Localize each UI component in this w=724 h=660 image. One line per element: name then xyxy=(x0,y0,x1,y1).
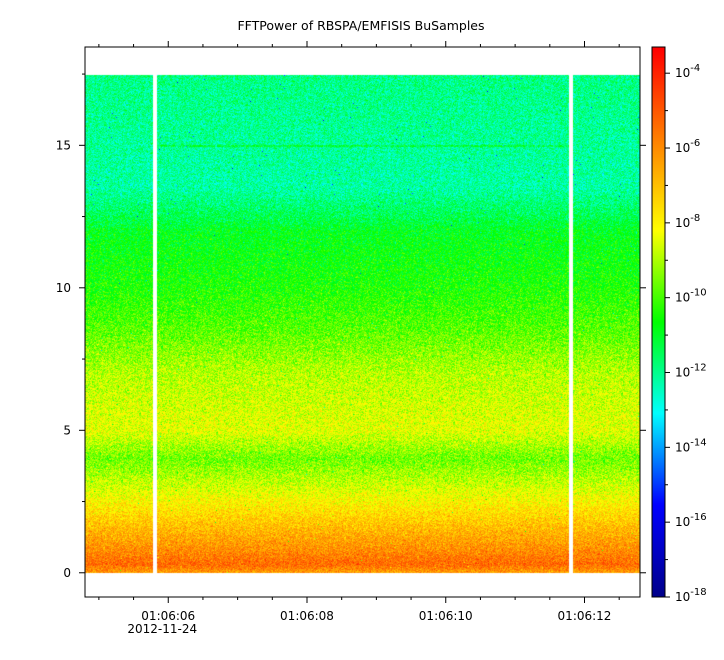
colorbar-tick-exponent: -18 xyxy=(690,587,706,598)
colorbar-tick-label: 10-10 xyxy=(675,288,707,305)
colorbar-tick-label: 10-4 xyxy=(675,63,700,80)
colorbar-gradient xyxy=(652,47,665,597)
colorbar-tick-exponent: -14 xyxy=(690,437,706,448)
colorbar-tick-base: 10 xyxy=(675,590,690,604)
x-tick-label: 01:06:06 xyxy=(141,609,195,623)
colorbar-tick-label: 10-6 xyxy=(675,138,700,155)
colorbar-tick-label: 10-8 xyxy=(675,213,700,230)
colorbar-frame xyxy=(651,46,666,598)
colorbar-tick-exponent: -16 xyxy=(690,512,706,523)
y-axis: 0 5 10 15 xyxy=(56,73,646,580)
plot-frame xyxy=(84,46,641,598)
colorbar-tick-exponent: -4 xyxy=(690,63,700,74)
colorbar-tick-label: 10-18 xyxy=(675,587,707,604)
x-tick-label: 01:06:10 xyxy=(419,609,473,623)
spectrogram-image xyxy=(85,47,640,597)
y-tick-label: 5 xyxy=(63,423,71,437)
colorbar-tick-base: 10 xyxy=(675,515,690,529)
colorbar-tick-exponent: -8 xyxy=(690,213,700,224)
colorbar-tick-base: 10 xyxy=(675,291,690,305)
colorbar-tick-base: 10 xyxy=(675,141,690,155)
x-tick-label: 01:06:12 xyxy=(558,609,612,623)
colorbar-tick-exponent: -6 xyxy=(690,138,700,149)
colorbar-tick-base: 10 xyxy=(675,440,690,454)
colorbar-tick-base: 10 xyxy=(675,66,690,80)
colorbar-tick-exponent: -10 xyxy=(690,288,706,299)
colorbar-tick-label: 10-14 xyxy=(675,437,707,454)
y-tick-label: 0 xyxy=(63,566,71,580)
colorbar-tick-label: 10-12 xyxy=(675,363,707,380)
colorbar-tick-label: 10-16 xyxy=(675,512,707,529)
chart-title: FFTPower of RBSPA/EMFISIS BuSamples xyxy=(237,18,484,33)
x-tick-date-label: 2012-11-24 xyxy=(127,622,197,636)
x-tick-label: 01:06:08 xyxy=(280,609,334,623)
colorbar-tick-exponent: -12 xyxy=(690,363,706,374)
colorbar-tick-base: 10 xyxy=(675,216,690,230)
spectrogram-heatmap xyxy=(85,47,640,597)
colorbar-tick-base: 10 xyxy=(675,366,690,380)
y-tick-label: 15 xyxy=(56,138,71,152)
y-tick-label: 10 xyxy=(56,281,71,295)
